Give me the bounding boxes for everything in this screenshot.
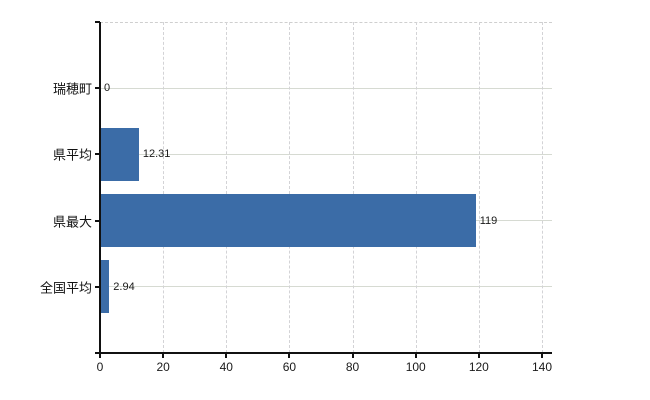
horizontal-gridline — [100, 153, 552, 155]
x-axis-tick-label: 140 — [531, 360, 553, 374]
plot-area — [100, 22, 552, 354]
x-axis-tick-label: 20 — [156, 360, 170, 374]
x-axis-tick-label: 100 — [405, 360, 426, 374]
x-axis-tick-label: 120 — [468, 360, 489, 374]
vertical-gridline — [289, 22, 291, 353]
vertical-gridline — [542, 22, 543, 353]
value-label: 12.31 — [142, 148, 171, 161]
x-axis-tick — [351, 353, 354, 358]
vertical-gridline — [415, 22, 417, 353]
vertical-gridline — [352, 22, 354, 353]
value-label: 0 — [104, 82, 111, 95]
x-axis-tick-label: 40 — [219, 360, 233, 374]
y-axis-tick — [95, 87, 100, 90]
vertical-gridline — [226, 22, 228, 353]
x-axis-tick — [288, 353, 291, 358]
x-axis-tick — [541, 353, 543, 358]
category-label: 瑞穂町 — [52, 81, 92, 97]
y-axis-tick — [95, 219, 100, 222]
horizontal-gridline — [100, 87, 552, 89]
x-axis-tick — [477, 353, 480, 358]
category-label: 県最大 — [52, 214, 92, 230]
horizontal-gridline — [100, 286, 552, 288]
x-axis-tick — [162, 353, 165, 358]
x-axis-tick — [225, 353, 228, 358]
vertical-gridline — [478, 22, 480, 353]
x-axis-tick — [414, 353, 417, 358]
category-label: 全国平均 — [39, 280, 92, 296]
y-axis-tick — [95, 153, 100, 156]
value-label: 119 — [479, 214, 498, 227]
x-axis-tick-label: 60 — [282, 360, 297, 374]
y-axis-tick — [95, 21, 100, 23]
bar — [100, 127, 139, 181]
bar — [100, 260, 110, 314]
value-label: 2.94 — [113, 280, 135, 293]
y-axis-tick — [95, 285, 100, 288]
x-axis-line — [95, 352, 552, 354]
bar — [100, 194, 476, 248]
vertical-gridline — [163, 22, 165, 353]
x-axis-tick-label: 0 — [96, 360, 104, 374]
category-label: 県平均 — [52, 147, 92, 163]
y-axis-line — [99, 22, 101, 358]
x-axis-tick-label: 80 — [345, 360, 360, 374]
